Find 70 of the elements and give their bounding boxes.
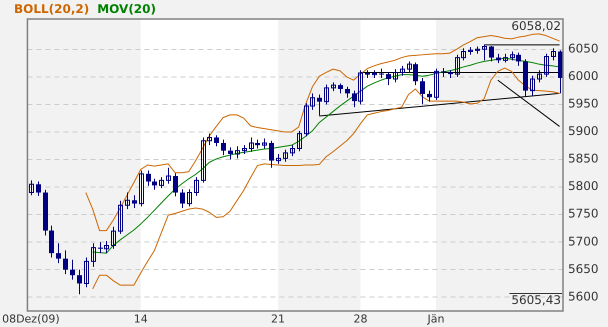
x-tick-label: 28 — [353, 312, 368, 326]
y-tick-label: 5600 — [568, 289, 599, 304]
candlestick — [180, 188, 185, 208]
candlestick — [194, 176, 199, 196]
candlestick — [276, 153, 281, 164]
candlestick — [159, 176, 164, 189]
candlestick — [434, 68, 439, 100]
y-tick-label: 5800 — [568, 179, 599, 194]
candlestick — [262, 138, 267, 149]
candlestick — [111, 226, 116, 250]
candlestick — [214, 134, 219, 147]
y-tick-label: 5900 — [568, 124, 599, 138]
candlestick — [91, 242, 96, 268]
candlestick — [290, 144, 295, 157]
candlestick — [56, 242, 61, 264]
candlestick — [269, 140, 274, 168]
candlestick — [496, 53, 501, 64]
candlestick — [420, 77, 425, 105]
candlestick — [146, 170, 151, 186]
candlestick — [36, 181, 41, 196]
text: BOLL(20,2) — [14, 2, 90, 16]
candlestick — [77, 269, 82, 295]
candlestick — [427, 90, 432, 102]
candlestick — [544, 53, 549, 78]
candlestick — [379, 68, 384, 78]
y-tick-label: 6000 — [568, 68, 599, 83]
candlestick — [338, 82, 343, 94]
candlestick — [84, 257, 89, 288]
y-tick-label: 5700 — [568, 234, 599, 248]
x-tick-label: 14 — [134, 312, 148, 326]
candlestick — [400, 65, 405, 76]
candlestick — [221, 139, 226, 156]
candlestick — [345, 86, 350, 98]
candlestick — [537, 70, 542, 83]
candlestick — [118, 200, 123, 234]
candlestick — [166, 167, 171, 184]
candlestick — [386, 72, 391, 86]
candlestick — [317, 94, 322, 116]
candlestick — [489, 45, 494, 62]
candlestick — [152, 178, 157, 190]
candlestick — [29, 180, 34, 196]
x-tick-label: Jän — [426, 312, 444, 326]
candlestick — [393, 68, 398, 83]
x-tick-label: 21 — [271, 312, 286, 326]
candlestick — [551, 48, 556, 61]
candlestick — [173, 172, 178, 197]
candlestick — [235, 146, 240, 159]
candlestick — [187, 188, 192, 207]
x-tick-label: 08Dez(09) — [2, 312, 60, 326]
annotation: 5605,43 — [511, 293, 561, 308]
candlestick — [530, 75, 535, 97]
candlestick — [139, 170, 144, 207]
candlestick — [228, 146, 233, 160]
text: MOV(20) — [97, 2, 156, 16]
candlestick — [482, 44, 487, 61]
candlestick — [49, 225, 54, 258]
candlestick — [132, 194, 137, 208]
candlestick — [441, 68, 446, 78]
y-tick-label: 5950 — [568, 96, 599, 111]
candlestick — [63, 250, 68, 275]
candlestick — [283, 149, 288, 162]
annotation: 6058,02 — [511, 19, 561, 34]
candlestick — [324, 84, 329, 105]
candlestick — [297, 130, 302, 152]
y-tick-label: 5750 — [568, 206, 599, 221]
y-tick-label: 5650 — [568, 262, 599, 276]
y-tick-label: 5850 — [568, 152, 599, 166]
y-tick-label: 6050 — [568, 41, 599, 56]
candlestick — [70, 259, 75, 280]
candlestick — [125, 192, 130, 210]
